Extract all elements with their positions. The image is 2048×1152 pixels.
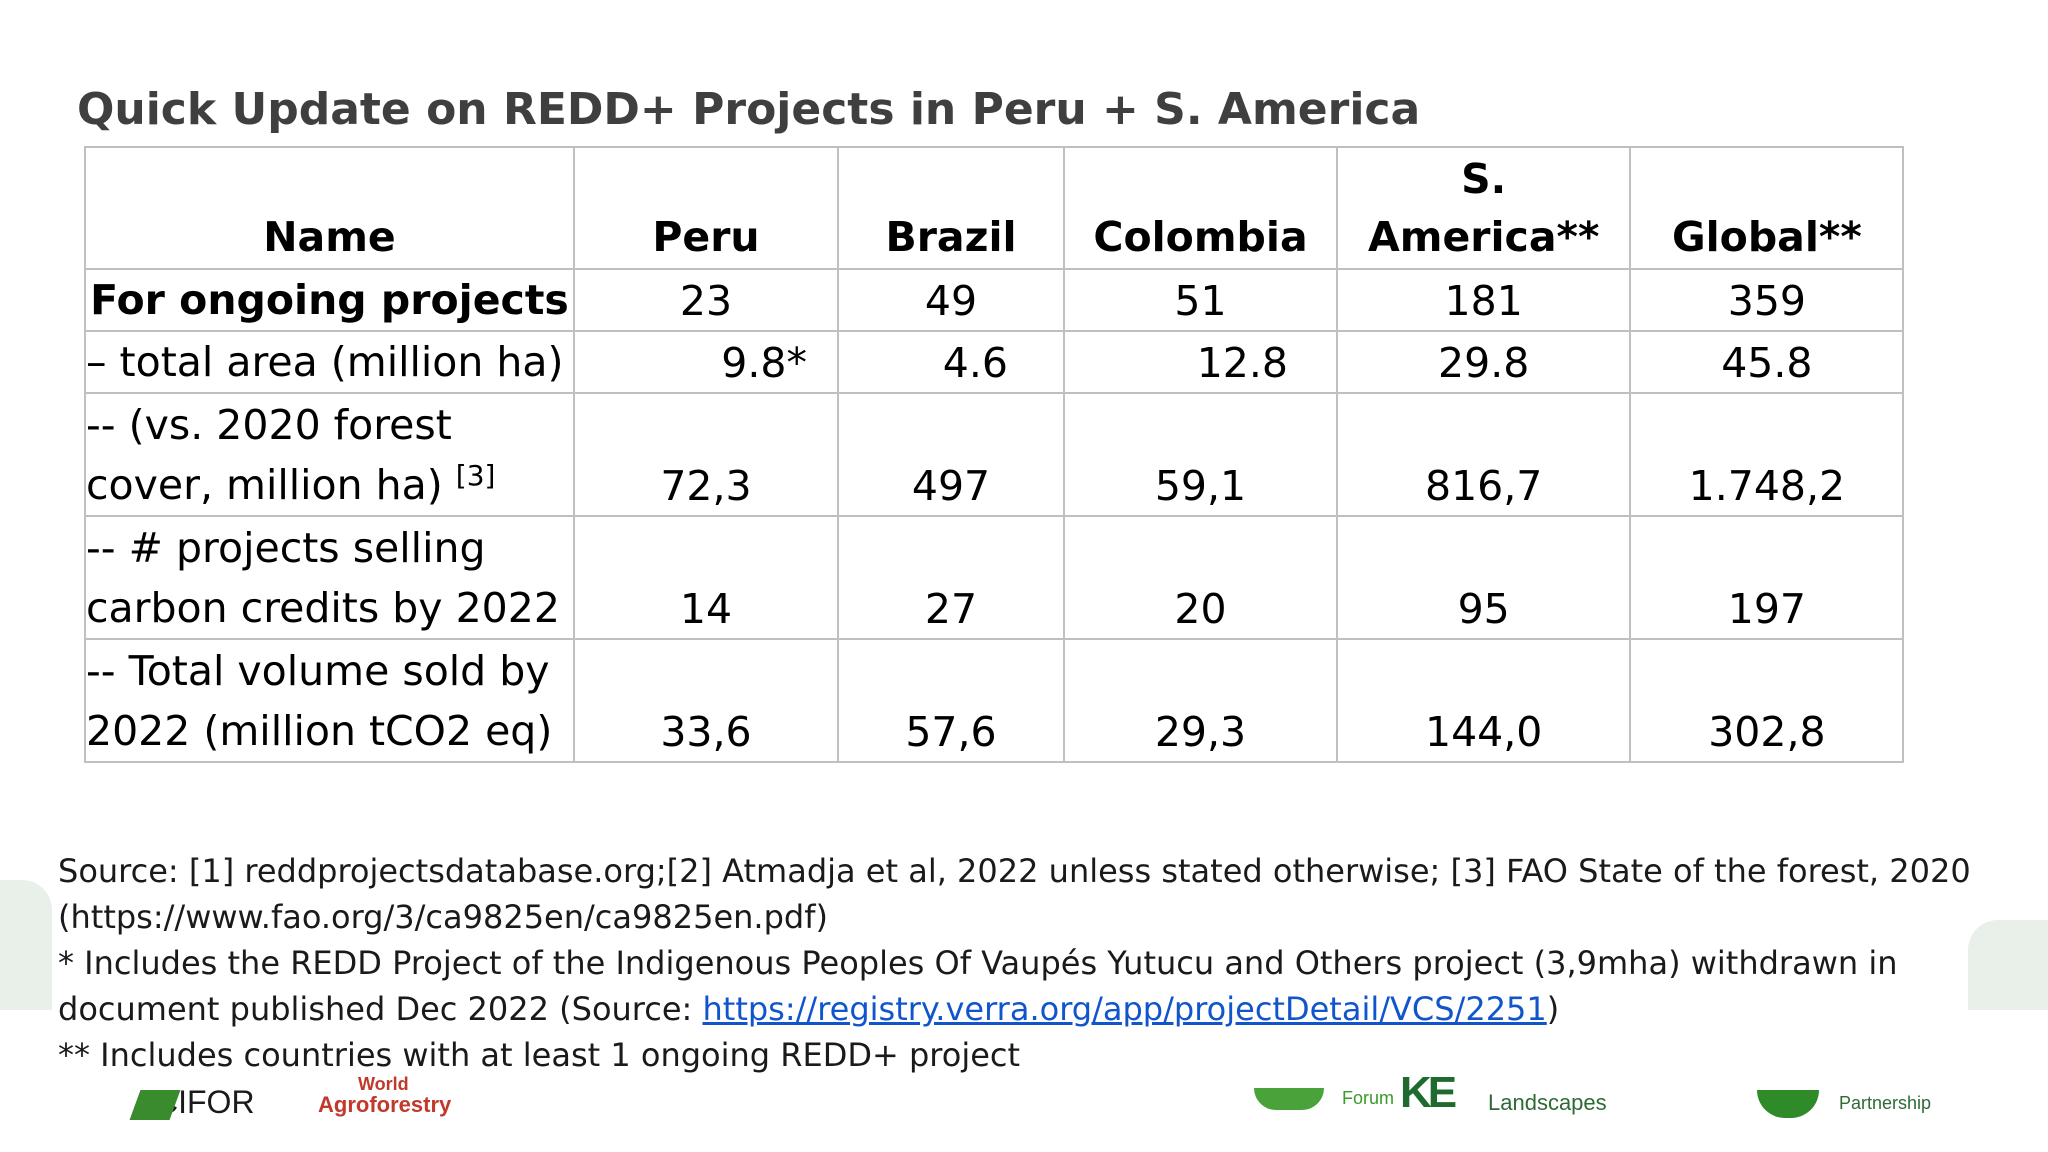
table-cell: 1.748,2 xyxy=(1629,392,1905,517)
source-line: Source: [1] reddprojectsdatabase.org;[2]… xyxy=(58,852,1971,890)
table-cell: 20 xyxy=(1063,515,1338,640)
landscapes-forum-logo: Forum xyxy=(1254,1088,1395,1111)
table-cell: 816,7 xyxy=(1335,392,1632,517)
table-cell: 359 xyxy=(1629,268,1905,332)
table-cell: 12.8 xyxy=(1063,330,1338,394)
table-row: -- (vs. 2020 forest cover, million ha) [3… xyxy=(84,392,1905,517)
header-s-america: S. America** xyxy=(1335,146,1632,270)
footnote-double-asterisk: ** Includes countries with at least 1 on… xyxy=(58,1036,1021,1074)
table-row: -- Total volume sold by 2022 (million tCO… xyxy=(84,638,1905,763)
table-cell: 95 xyxy=(1335,515,1632,640)
landscapes-logo-text: Landscapes xyxy=(1488,1090,1607,1115)
row-label: For ongoing projects xyxy=(84,268,575,332)
row-label-line: -- Total volume sold by xyxy=(86,647,550,695)
footnote-asterisk: * Includes the REDD Project of the Indig… xyxy=(58,944,1898,982)
table-cell: 45.8 xyxy=(1629,330,1905,394)
footnote-asterisk-cont: document published Dec 2022 (Source: htt… xyxy=(58,986,2018,1032)
table-cell: 49 xyxy=(837,268,1065,332)
background-leaf-decoration-left xyxy=(0,880,52,1010)
header-brazil: Brazil xyxy=(837,146,1065,270)
table-cell: 57,6 xyxy=(837,638,1065,763)
table-cell: 33,6 xyxy=(573,638,839,763)
table-cell: 51 xyxy=(1063,268,1338,332)
forum-leaf-icon xyxy=(1254,1088,1324,1111)
header-name: Name xyxy=(84,146,575,270)
partnership-logo: Partnership xyxy=(1757,1090,1931,1118)
row-label-line: carbon credits by 2022 xyxy=(86,584,560,632)
row-label: -- (vs. 2020 forest cover, million ha) [3… xyxy=(84,392,575,517)
logo-bar: CIFOR World Agroforestry Forum KE Landscap… xyxy=(0,1068,2048,1152)
table-cell: 72,3 xyxy=(573,392,839,517)
agro-logo-text: Agroforestry xyxy=(318,1092,452,1117)
partnership-leaf-icon xyxy=(1757,1090,1819,1118)
agro-logo-top: World xyxy=(358,1074,409,1094)
background-leaf-decoration-right xyxy=(1968,920,2048,1010)
table-cell: 9.8* xyxy=(573,330,839,394)
table-cell: 59,1 xyxy=(1063,392,1338,517)
table-cell: 14 xyxy=(573,515,839,640)
footnote-text: ) xyxy=(1546,990,1560,1028)
table-cell: 197 xyxy=(1629,515,1905,640)
reference-marker: [3] xyxy=(455,459,496,492)
header-global: Global** xyxy=(1629,146,1905,270)
row-label-line: 2022 (million tCO2 eq) xyxy=(86,707,553,755)
table-cell: 497 xyxy=(837,392,1065,517)
table-cell: 4.6 xyxy=(837,330,1065,394)
row-label: -- # projects selling carbon credits by 2… xyxy=(84,515,575,640)
header-peru: Peru xyxy=(573,146,839,270)
table-cell: 23 xyxy=(573,268,839,332)
row-label: -- Total volume sold by 2022 (million tCO… xyxy=(84,638,575,763)
slide-title: Quick Update on REDD+ Projects in Peru +… xyxy=(77,84,1421,135)
row-label-line: -- # projects selling xyxy=(86,524,486,572)
table-cell: 29.8 xyxy=(1335,330,1632,394)
forum-logo-text: Forum xyxy=(1342,1088,1395,1108)
row-label-line: cover, million ha) xyxy=(86,461,443,509)
source-line: (https://www.fao.org/3/ca9825en/ca9825en… xyxy=(58,898,828,936)
table-row: – total area (million ha) 9.8* 4.6 12.8 … xyxy=(84,330,1905,394)
row-label-line: -- (vs. 2020 forest xyxy=(86,401,452,449)
footnote-text: document published Dec 2022 (Source: xyxy=(58,990,703,1028)
table-header-row: Name Peru Brazil Colombia S. America** G… xyxy=(84,146,1905,270)
table-cell: 27 xyxy=(837,515,1065,640)
redd-projects-table: Name Peru Brazil Colombia S. America** G… xyxy=(84,146,1905,763)
verra-registry-link[interactable]: https://registry.verra.org/app/projectDe… xyxy=(702,990,1547,1028)
landscapes-logo: KE Landscapes xyxy=(1400,1068,1607,1117)
landscapes-logo-mark: KE xyxy=(1400,1068,1457,1117)
table-cell: 29,3 xyxy=(1063,638,1338,763)
table-cell: 181 xyxy=(1335,268,1632,332)
row-label: – total area (million ha) xyxy=(84,330,575,394)
cifor-logo: CIFOR xyxy=(129,1084,255,1121)
table-cell: 302,8 xyxy=(1629,638,1905,763)
table-row: For ongoing projects 23 49 51 181 359 xyxy=(84,268,1905,332)
table-row: -- # projects selling carbon credits by 2… xyxy=(84,515,1905,640)
table-cell: 144,0 xyxy=(1335,638,1632,763)
partnership-logo-text: Partnership xyxy=(1839,1092,1932,1113)
footnotes: Source: [1] reddprojectsdatabase.org;[2]… xyxy=(58,848,2018,1078)
world-agroforestry-logo: World Agroforestry xyxy=(318,1074,452,1118)
header-colombia: Colombia xyxy=(1063,146,1338,270)
